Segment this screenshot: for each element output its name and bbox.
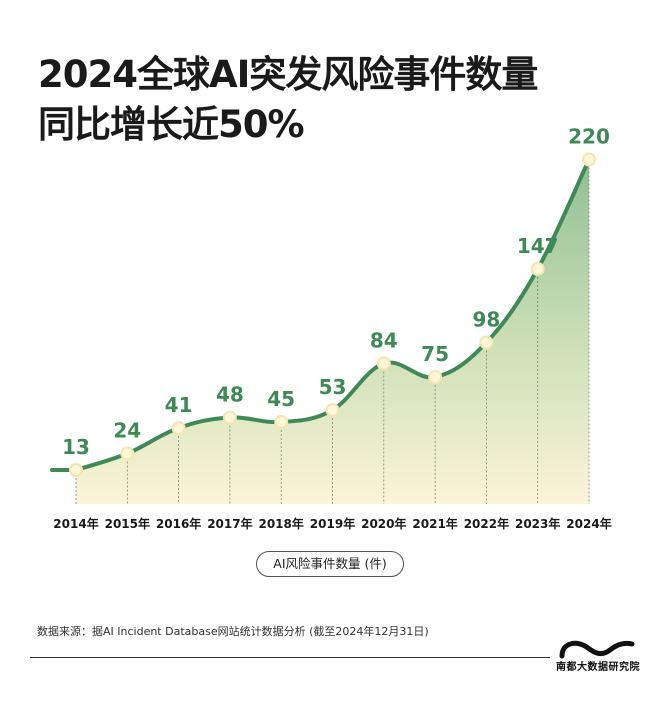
data-point-3 — [222, 410, 237, 425]
x-tick-label-5: 2019年 — [310, 516, 355, 531]
series-line — [74, 157, 591, 472]
x-tick-label-1: 2015年 — [105, 516, 150, 531]
data-label-9: 147 — [517, 234, 559, 258]
data-point-6 — [376, 356, 391, 371]
x-tick-label-7: 2021年 — [412, 516, 457, 531]
x-tick-label-2: 2016年 — [156, 516, 201, 531]
x-tick-label-9: 2023年 — [515, 516, 560, 531]
x-tick-label-8: 2022年 — [464, 516, 509, 531]
data-label-3: 48 — [216, 383, 244, 407]
data-label-5: 53 — [319, 375, 347, 399]
x-tick-label-4: 2018年 — [258, 516, 303, 531]
area-chart: 13 24 41 48 45 53 84 75 98 147 220 2014年 2015年 2016年… — [50, 125, 612, 531]
data-point-2 — [171, 421, 186, 435]
x-tick-label-3: 2017年 — [207, 516, 252, 531]
data-label-7: 75 — [421, 342, 449, 366]
data-point-5 — [325, 403, 340, 417]
brand-logo-icon — [559, 640, 635, 659]
data-point-1 — [120, 446, 135, 461]
brand-name: 南都大数据研究院 — [556, 662, 640, 673]
data-point-8 — [479, 335, 494, 350]
x-tick-label-0: 2014年 — [53, 516, 98, 531]
data-point-9 — [530, 262, 545, 276]
data-label-0: 13 — [62, 435, 90, 459]
data-label-10: 220 — [568, 125, 610, 149]
chart-title: 2024全球AI突发风险事件数量 同比增长近50% — [38, 50, 538, 150]
data-point-7 — [428, 370, 443, 384]
x-tick-label-6: 2020年 — [361, 516, 406, 531]
data-label-8: 98 — [472, 308, 500, 332]
data-point-10 — [582, 152, 596, 167]
data-label-1: 24 — [113, 419, 141, 443]
data-label-2: 41 — [165, 393, 193, 417]
data-point-0 — [69, 463, 83, 477]
footer-divider — [30, 657, 550, 658]
chart-title-line-1: 2024全球AI突发风险事件数量 — [38, 53, 538, 96]
x-tick-label-10: 2024年 — [566, 516, 611, 531]
data-label-6: 84 — [370, 329, 398, 353]
data-point-4 — [274, 415, 289, 429]
area-fill — [76, 159, 589, 504]
chart-title-line-2: 同比增长近50% — [38, 103, 305, 146]
data-label-4: 45 — [267, 387, 295, 411]
data-source-note: 数据来源：据AI Incident Database网站统计数据分析 (截至20… — [37, 625, 429, 638]
legend: AI风险事件数量 (件) — [256, 551, 404, 577]
